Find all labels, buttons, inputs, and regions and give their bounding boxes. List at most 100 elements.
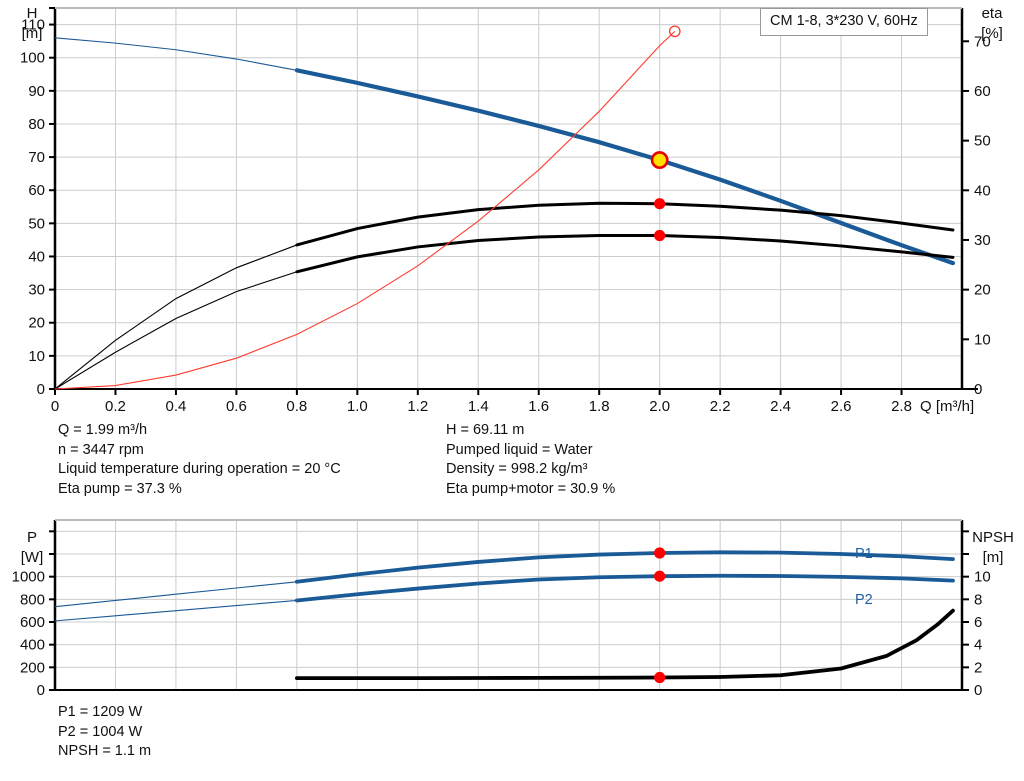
curve-eta-pump-thick [295, 201, 955, 247]
readout-npsh: NPSH = 1.1 m [58, 743, 152, 760]
tick-label-npsh: 10 [974, 569, 991, 586]
readout-p2: P2 = 1004 W [58, 723, 143, 740]
readout-pumped-liquid: Pumped liquid = Water [446, 441, 593, 458]
tick-label-eta: 0 [974, 381, 982, 398]
y2-axis-title-npsh: NPSH [972, 529, 1014, 546]
duty-point-marker[interactable] [650, 151, 669, 169]
tick-label-head: 90 [28, 83, 45, 100]
readout-p1: P1 = 1209 W [58, 704, 143, 720]
readout-speed: n = 3447 rpm [58, 441, 144, 458]
head-chart-svg: 0 10 20 30 40 50 60 70 80 90 100 110 0 10 20 30 40 50 60 70… [20, 5, 1003, 415]
tick-label-head: 100 [20, 50, 45, 67]
readout-head: H = 69.11 m [446, 422, 525, 438]
marker-open-circle [668, 25, 681, 38]
tick-label-npsh: 8 [974, 591, 982, 608]
curve-p2-thick [294, 573, 955, 603]
tick-label-flow: 2.6 [831, 398, 852, 415]
tick-label-head: 60 [28, 182, 45, 199]
tick-label-flow: 1.0 [347, 398, 368, 415]
tick-label-npsh: 6 [974, 614, 982, 631]
tick-label-flow: 0.4 [166, 398, 187, 415]
y-axis-unit-power: [W] [21, 549, 44, 566]
curve-npsh-thick [294, 608, 955, 680]
tick-label-npsh: 0 [974, 682, 982, 699]
tick-label-flow: 1.6 [528, 398, 549, 415]
y-axis-title-power: P [27, 529, 37, 546]
tick-label-head: 70 [28, 149, 45, 166]
tick-label-flow: 1.2 [407, 398, 428, 415]
head-efficiency-chart: 0 10 20 30 40 50 60 70 80 90 100 110 0 10 20 30 40 50 60 70… [20, 5, 1003, 415]
tick-label-power: 1000 [12, 569, 45, 586]
tick-label-power: 800 [20, 591, 45, 608]
tick-label-head: 50 [28, 215, 45, 232]
readout-eta-pump: Eta pump = 37.3 % [58, 480, 182, 497]
tick-label-flow: 1.8 [589, 398, 610, 415]
tick-label-eta: 60 [974, 83, 991, 100]
marker-red-dot [654, 547, 666, 559]
y-axis-unit-head: [m] [22, 25, 43, 42]
y-axis-title-head: H [27, 5, 38, 22]
tick-label-flow: 0.6 [226, 398, 247, 415]
tick-label-power: 600 [20, 614, 45, 631]
readout-bottom-column: P1 = 1209 W P2 = 1004 W NPSH = 1.1 m [58, 703, 151, 762]
y2-axis-unit-npsh: [m] [983, 549, 1004, 566]
tick-label-flow: 2.4 [770, 398, 791, 415]
x-axis-title-flow: Q [m³/h] [920, 398, 974, 415]
curve-h-head--thick [294, 68, 956, 266]
tick-label-power: 400 [20, 637, 45, 654]
curve-eta-pump-motor-thick [295, 234, 955, 274]
tick-label-head: 110 [21, 17, 45, 34]
curve-label-p1: P1 [855, 546, 873, 562]
readout-eta-pump-motor: Eta pump+motor = 30.9 % [446, 480, 616, 497]
marker-red-dot [654, 229, 666, 242]
tick-label-flow: 2.2 [710, 398, 731, 415]
curve-label-p2: P2 [855, 592, 873, 608]
power-npsh-chart: 0 200 400 600 800 1000 0 2 4 6 8 10 P [W] NPSH [m] P1 P2 [0, 512, 1024, 704]
head-chart-content: 0 10 20 30 40 50 60 70 80 90 100 110 0 10 20 30 40 50 60 70… [20, 5, 1003, 415]
tick-label-eta: 50 [974, 133, 991, 150]
tick-label-eta: 30 [974, 232, 991, 249]
tick-label-head: 0 [37, 381, 45, 398]
tick-label-head: 80 [28, 116, 45, 133]
pump-model-title-box: CM 1-8, 3*230 V, 60Hz [760, 8, 928, 36]
y2-axis-title-eta: eta [982, 5, 1004, 22]
tick-label-power: 200 [20, 659, 45, 676]
tick-label-eta: 40 [974, 182, 991, 199]
tick-label-flow: 2.8 [891, 398, 912, 415]
curve-eta-pump-motor-thin [54, 271, 298, 390]
curve-h-head--thin [54, 37, 297, 71]
readout-flow: Q = 1.99 m³/h [58, 422, 148, 438]
curve-system-duty-curve [54, 30, 676, 390]
readout-left-column: Q = 1.99 m³/h n = 3447 rpm Liquid temper… [58, 421, 341, 499]
tick-label-npsh: 2 [974, 659, 982, 676]
marker-red-dot [654, 570, 666, 582]
tick-label-flow: 2.0 [649, 398, 670, 415]
curve-eta-pump-thin [54, 244, 298, 390]
tick-label-eta: 20 [974, 282, 991, 299]
curve-p2-thin [54, 599, 297, 622]
power-chart-svg: 0 200 400 600 800 1000 0 2 4 6 8 10 P [W] NPSH [m] P1 P2 [12, 519, 1014, 699]
tick-label-eta: 10 [974, 331, 991, 348]
tick-label-head: 40 [28, 248, 45, 265]
y2-axis-unit-eta: [%] [981, 25, 1003, 42]
tick-label-npsh: 4 [974, 637, 982, 654]
tick-label-flow: 0.8 [286, 398, 307, 415]
tick-label-eta: 70 [974, 33, 991, 50]
power-chart-content: 0 200 400 600 800 1000 0 2 4 6 8 10 P [W] NPSH [m] P1 P2 [12, 519, 1014, 699]
curve-p1-thin [54, 581, 297, 608]
tick-label-head: 20 [28, 315, 45, 332]
marker-red-dot [654, 671, 666, 684]
readout-density: Density = 998.2 kg/m³ [446, 461, 588, 478]
curve-p1-thick [294, 550, 955, 584]
readout-liquid-temperature: Liquid temperature during operation = 20… [58, 461, 341, 478]
pump-model-title: CM 1-8, 3*230 V, 60Hz [770, 13, 918, 29]
tick-label-flow: 0.2 [105, 398, 126, 415]
tick-label-flow: 0 [51, 398, 59, 415]
tick-label-head: 30 [28, 282, 45, 299]
readout-right-column: H = 69.11 m Pumped liquid = Water Densit… [446, 421, 615, 499]
marker-red-dot [654, 198, 666, 210]
tick-label-head: 10 [28, 348, 45, 365]
tick-label-flow: 1.4 [468, 398, 489, 415]
tick-label-power: 0 [37, 682, 45, 699]
